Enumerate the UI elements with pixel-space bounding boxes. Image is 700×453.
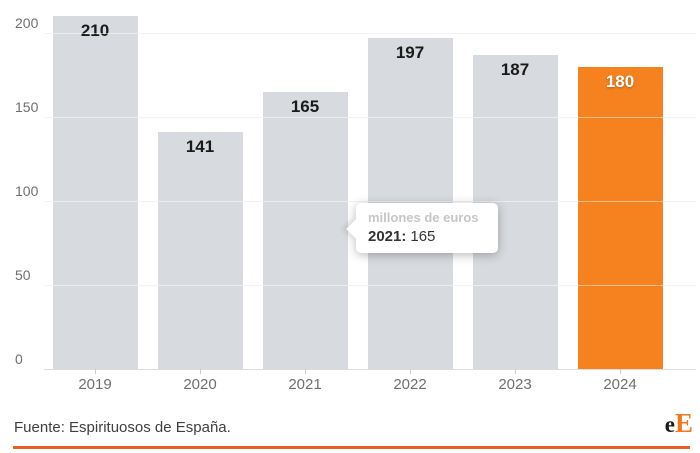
bar-value-label-2021: 165: [290, 96, 320, 116]
gridline-overlay-y100: [44, 201, 696, 202]
bar-value-label-2019: 210: [80, 21, 110, 41]
x-axis-tick-2023: [515, 369, 516, 374]
gridline-overlay-y200: [44, 33, 696, 34]
tooltip: millones de euros 2021: 165: [346, 203, 498, 253]
y-axis-label-150: 150: [15, 99, 39, 115]
gridline-overlay-y50: [44, 285, 696, 286]
footer-accent-rule: [13, 446, 690, 449]
bar-value-label-2023: 187: [500, 59, 530, 79]
x-axis-tick-2020: [200, 369, 201, 374]
bar-2021[interactable]: 165: [262, 91, 348, 369]
bar-chart-plot: 0 50 100 150 200 210 2019 141 2020 165 2021 197 2022…: [15, 15, 696, 393]
x-axis-label-2019: 2019: [78, 376, 112, 393]
y-axis-label-100: 100: [15, 183, 39, 199]
x-axis-label-2022: 2022: [393, 376, 427, 393]
x-axis-tick-2022: [410, 369, 411, 374]
tooltip-category-label: 2021:: [368, 228, 407, 245]
bar-2019[interactable]: 210: [52, 16, 138, 369]
tooltip-value: 165: [410, 228, 436, 245]
gridline-overlay-y150: [44, 117, 696, 118]
x-axis-label-2021: 2021: [288, 376, 322, 393]
gridline-y0: [44, 369, 696, 370]
bar-value-label-2024: 180: [605, 71, 635, 91]
y-axis-label-0: 0: [15, 351, 23, 367]
source-caption: Fuente: Espirituosos de España.: [14, 419, 231, 436]
y-axis-label-200: 200: [15, 15, 39, 31]
x-axis-tick-2019: [95, 369, 96, 374]
tooltip-value-row: 2021: 165: [368, 228, 498, 245]
x-axis-tick-2024: [620, 369, 621, 374]
y-axis-label-50: 50: [15, 267, 31, 283]
tooltip-series-title: millones de euros: [368, 210, 479, 225]
bar-value-label-2022: 197: [395, 43, 425, 62]
bar-2020[interactable]: 141: [157, 132, 243, 369]
logo-letter-e: e: [664, 412, 675, 437]
eleconomista-logo: eE: [665, 408, 693, 439]
x-axis-label-2024: 2024: [603, 376, 637, 393]
logo-letter-cap-e: E: [674, 408, 693, 438]
bar-2024[interactable]: 180: [577, 66, 663, 369]
x-axis-tick-2021: [305, 369, 306, 374]
x-axis-label-2020: 2020: [183, 376, 217, 393]
x-axis-label-2023: 2023: [498, 376, 532, 393]
bar-value-label-2020: 141: [185, 137, 215, 157]
